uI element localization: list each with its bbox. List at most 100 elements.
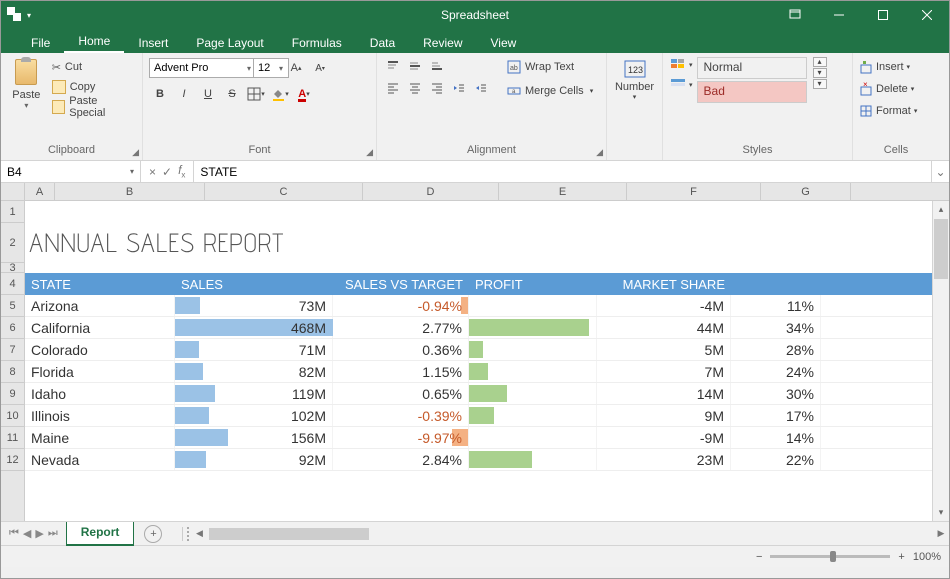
copy-button[interactable]: Copy [50,77,136,97]
decrease-indent-button[interactable] [449,79,469,97]
zoom-slider[interactable] [770,555,890,558]
cell-style-normal[interactable]: Normal [697,57,807,79]
row-header-7[interactable]: 7 [1,339,24,361]
tab-first-button[interactable]: ⏮ [9,527,19,540]
zoom-in-button[interactable]: + [898,551,904,563]
table-row[interactable]: Florida82M1.15%7M24% [25,361,932,383]
align-center-button[interactable] [405,79,425,97]
row-header-3[interactable]: 3 [1,263,24,273]
menu-tab-home[interactable]: Home [64,30,124,53]
vertical-scrollbar[interactable]: ▴ ▾ [932,201,949,521]
cell-style-bad[interactable]: Bad [697,81,807,103]
table-row[interactable]: Arizona73M-0.94%-4M11% [25,295,932,317]
italic-button[interactable]: I [173,83,195,105]
menu-tab-file[interactable]: File [17,32,64,53]
borders-button[interactable]: ▾ [245,83,267,105]
column-header-B[interactable]: B [55,183,205,200]
table-row[interactable]: Maine156M-9.97%-9M14% [25,427,932,449]
maximize-button[interactable] [861,1,905,29]
scroll-thumb[interactable] [934,219,948,279]
app-menu[interactable]: ▾ [7,7,31,23]
tab-last-button[interactable]: ⏭ [48,527,58,540]
table-row[interactable]: Nevada92M2.84%23M22% [25,449,932,471]
formula-input[interactable]: STATE [194,165,931,179]
row-header-12[interactable]: 12 [1,449,24,471]
row-header-5[interactable]: 5 [1,295,24,317]
format-cells-button[interactable]: Format▾ [859,101,917,121]
expand-formula-bar-button[interactable]: ⌄ [931,161,949,182]
align-bottom-button[interactable] [427,57,447,75]
name-box[interactable]: B4▾ [1,161,141,182]
format-as-table-button[interactable]: ▾ [669,77,693,93]
align-middle-button[interactable] [405,57,425,75]
number-format-button[interactable]: 123 Number▾ [613,57,656,101]
table-row[interactable]: California468M2.77%44M34% [25,317,932,339]
sheet-content[interactable]: ANNUAL SALES REPORT STATE SALES SALES VS… [25,201,932,521]
strike-button[interactable]: S [221,83,243,105]
fill-color-button[interactable]: ▾ [269,83,291,105]
hscroll-thumb[interactable] [209,528,369,540]
menu-tab-review[interactable]: Review [409,32,476,53]
column-header-D[interactable]: D [363,183,499,200]
minimize-button[interactable] [817,1,861,29]
font-size-input[interactable] [253,58,289,78]
column-header-G[interactable]: G [761,183,851,200]
styles-up-button[interactable]: ▴ [813,57,827,67]
paste-special-button[interactable]: Paste Special [50,97,136,117]
cut-button[interactable]: ✂Cut [50,57,136,77]
row-header-9[interactable]: 9 [1,383,24,405]
align-right-button[interactable] [427,79,447,97]
insert-function-button[interactable]: fx [178,163,185,179]
merge-cells-button[interactable]: aMerge Cells▾ [505,81,595,101]
font-color-button[interactable]: A▾ [293,83,315,105]
add-sheet-button[interactable]: + [144,525,162,543]
enter-formula-button[interactable]: ✓ [162,165,172,179]
tab-prev-button[interactable]: ◀ [23,527,31,540]
menu-tab-formulas[interactable]: Formulas [278,32,356,53]
close-button[interactable] [905,1,949,29]
column-header-A[interactable]: A [25,183,55,200]
wrap-text-button[interactable]: abWrap Text [505,57,595,77]
clipboard-dialog-launcher[interactable]: ◢ [132,147,139,158]
select-all-corner[interactable] [1,183,25,201]
delete-cells-button[interactable]: ×Delete▾ [859,79,917,99]
row-header-11[interactable]: 11 [1,427,24,449]
decrease-font-button[interactable]: A▾ [309,57,331,79]
styles-more-button[interactable]: ▾ [813,79,827,89]
underline-button[interactable]: U [197,83,219,105]
horizontal-scrollbar[interactable]: ◀ ▶ [182,527,949,541]
conditional-formatting-button[interactable]: ▾ [669,57,693,73]
menu-tab-insert[interactable]: Insert [124,32,182,53]
column-header-F[interactable]: F [627,183,761,200]
hscroll-left-button[interactable]: ◀ [191,528,207,539]
column-header-C[interactable]: C [205,183,363,200]
increase-indent-button[interactable] [471,79,491,97]
font-dialog-launcher[interactable]: ◢ [366,147,373,158]
styles-down-button[interactable]: ▾ [813,68,827,78]
row-header-8[interactable]: 8 [1,361,24,383]
font-name-input[interactable] [149,58,259,78]
tab-next-button[interactable]: ▶ [35,527,43,540]
hscroll-right-button[interactable]: ▶ [933,528,949,539]
scroll-down-button[interactable]: ▾ [933,504,949,521]
table-row[interactable]: Colorado71M0.36%5M28% [25,339,932,361]
table-row[interactable]: Illinois102M-0.39%9M17% [25,405,932,427]
menu-tab-page-layout[interactable]: Page Layout [182,32,277,53]
row-header-1[interactable]: 1 [1,201,24,223]
cancel-formula-button[interactable]: × [149,165,156,179]
row-header-6[interactable]: 6 [1,317,24,339]
increase-font-button[interactable]: A▴ [285,57,307,79]
paste-button[interactable]: Paste ▾ [7,57,46,110]
alignment-dialog-launcher[interactable]: ◢ [596,147,603,158]
row-header-10[interactable]: 10 [1,405,24,427]
menu-tab-data[interactable]: Data [356,32,409,53]
scroll-up-button[interactable]: ▴ [933,201,949,218]
row-header-4[interactable]: 4 [1,273,24,295]
menu-tab-view[interactable]: View [477,32,531,53]
ribbon-display-button[interactable] [773,1,817,29]
table-row[interactable]: Idaho119M0.65%14M30% [25,383,932,405]
column-header-E[interactable]: E [499,183,627,200]
align-left-button[interactable] [383,79,403,97]
bold-button[interactable]: B [149,83,171,105]
align-top-button[interactable] [383,57,403,75]
